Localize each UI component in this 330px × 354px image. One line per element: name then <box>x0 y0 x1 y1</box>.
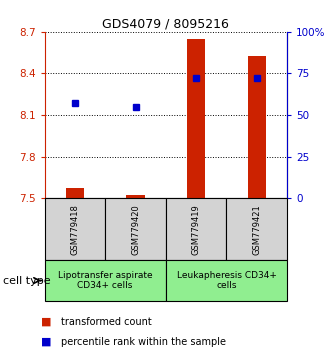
Title: GDS4079 / 8095216: GDS4079 / 8095216 <box>102 18 229 31</box>
Text: GSM779421: GSM779421 <box>252 204 261 255</box>
Bar <box>126 195 145 198</box>
Text: GSM779420: GSM779420 <box>131 204 140 255</box>
Bar <box>66 188 84 198</box>
Text: Lipotransfer aspirate
CD34+ cells: Lipotransfer aspirate CD34+ cells <box>58 271 152 290</box>
Text: transformed count: transformed count <box>61 317 152 327</box>
Text: cell type: cell type <box>3 275 51 286</box>
Text: ■: ■ <box>41 317 51 327</box>
Bar <box>187 39 205 198</box>
Text: GSM779419: GSM779419 <box>192 204 201 255</box>
Text: Leukapheresis CD34+
cells: Leukapheresis CD34+ cells <box>177 271 277 290</box>
Text: percentile rank within the sample: percentile rank within the sample <box>61 337 226 347</box>
Bar <box>248 56 266 198</box>
Text: GSM779418: GSM779418 <box>70 204 80 255</box>
Text: ■: ■ <box>41 337 51 347</box>
